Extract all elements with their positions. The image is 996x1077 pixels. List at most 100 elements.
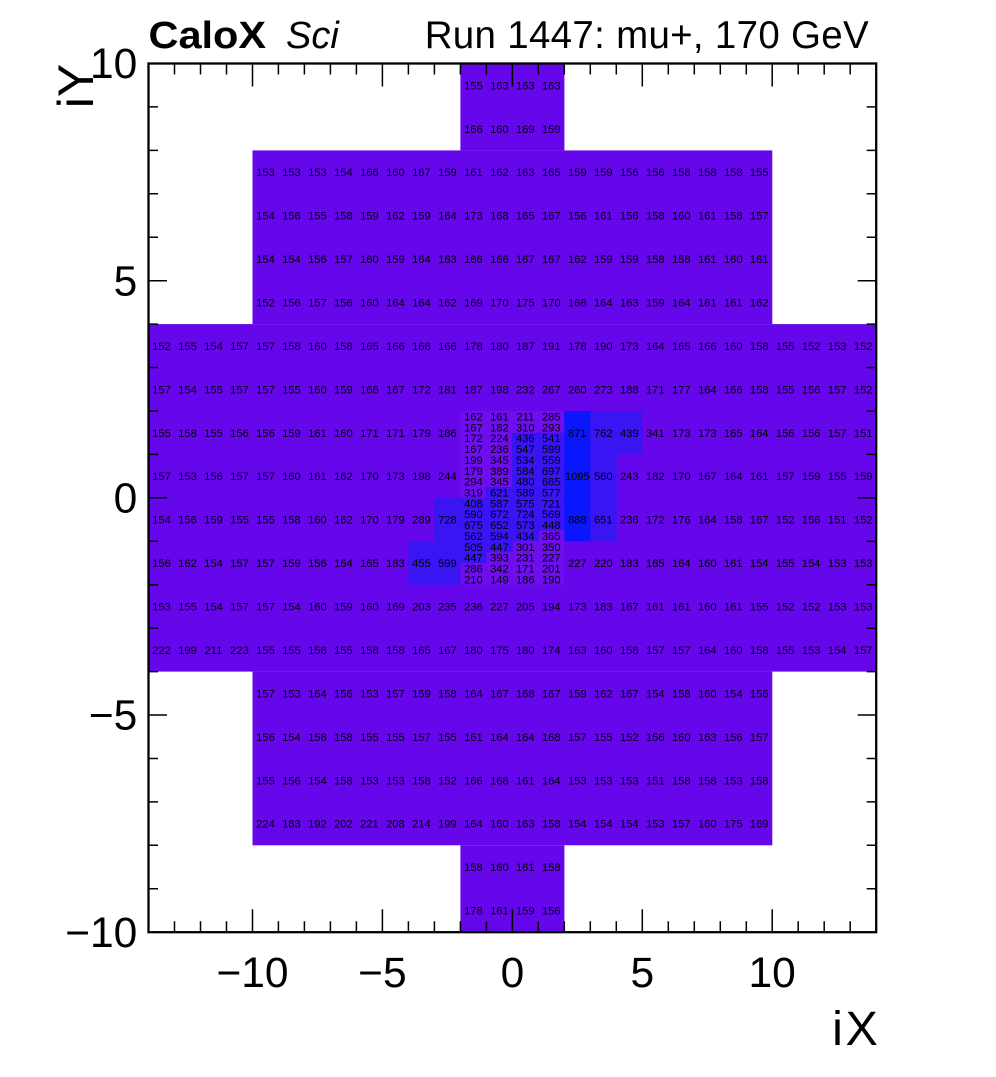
svg-text:158: 158 (750, 645, 769, 657)
svg-text:224: 224 (490, 433, 509, 445)
svg-text:192: 192 (308, 819, 327, 831)
svg-text:152: 152 (776, 515, 795, 527)
svg-text:160: 160 (308, 515, 327, 527)
svg-text:165: 165 (672, 341, 691, 353)
svg-text:188: 188 (620, 384, 639, 396)
svg-text:232: 232 (516, 384, 535, 396)
svg-text:177: 177 (672, 384, 691, 396)
svg-text:173: 173 (386, 471, 405, 483)
svg-text:161: 161 (464, 167, 483, 179)
svg-text:173: 173 (568, 602, 587, 614)
svg-text:158: 158 (672, 167, 691, 179)
svg-text:155: 155 (334, 645, 353, 657)
svg-text:728: 728 (438, 515, 457, 527)
svg-text:159: 159 (438, 167, 457, 179)
svg-text:158: 158 (386, 645, 405, 657)
svg-text:167: 167 (542, 688, 561, 700)
svg-text:155: 155 (282, 384, 301, 396)
svg-text:158: 158 (334, 211, 353, 223)
svg-text:156: 156 (802, 515, 821, 527)
svg-text:164: 164 (646, 341, 665, 353)
svg-text:164: 164 (490, 732, 509, 744)
svg-text:154: 154 (204, 341, 223, 353)
svg-text:159: 159 (204, 515, 223, 527)
svg-text:156: 156 (568, 211, 587, 223)
svg-text:231: 231 (516, 553, 535, 565)
svg-text:157: 157 (256, 602, 275, 614)
svg-text:160: 160 (698, 602, 717, 614)
svg-text:160: 160 (490, 819, 509, 831)
svg-text:182: 182 (490, 422, 509, 434)
svg-text:164: 164 (724, 471, 743, 483)
svg-text:154: 154 (334, 167, 353, 179)
svg-text:180: 180 (516, 645, 535, 657)
svg-text:160: 160 (724, 341, 743, 353)
svg-text:164: 164 (438, 211, 457, 223)
svg-text:154: 154 (282, 602, 301, 614)
svg-text:161: 161 (672, 602, 691, 614)
svg-text:160: 160 (282, 471, 301, 483)
svg-text:157: 157 (776, 471, 795, 483)
svg-text:−5: −5 (89, 693, 137, 740)
svg-text:157: 157 (568, 732, 587, 744)
svg-text:208: 208 (386, 819, 405, 831)
svg-text:167: 167 (542, 254, 561, 266)
svg-text:191: 191 (542, 341, 561, 353)
svg-text:157: 157 (256, 558, 275, 570)
svg-text:573: 573 (516, 520, 535, 532)
svg-text:621: 621 (490, 488, 509, 500)
svg-text:160: 160 (698, 819, 717, 831)
svg-text:5: 5 (114, 258, 138, 305)
svg-text:164: 164 (386, 298, 405, 310)
svg-text:179: 179 (412, 428, 431, 440)
svg-text:158: 158 (672, 254, 691, 266)
svg-text:166: 166 (360, 167, 379, 179)
svg-text:161: 161 (698, 211, 717, 223)
svg-text:171: 171 (386, 428, 405, 440)
svg-text:182: 182 (646, 471, 665, 483)
svg-text:155: 155 (152, 428, 171, 440)
svg-text:162: 162 (438, 298, 457, 310)
svg-text:199: 199 (178, 645, 197, 657)
svg-text:164: 164 (594, 298, 613, 310)
svg-text:166: 166 (386, 341, 405, 353)
svg-text:160: 160 (672, 732, 691, 744)
svg-text:163: 163 (698, 732, 717, 744)
svg-text:159: 159 (282, 558, 301, 570)
svg-text:149: 149 (490, 574, 509, 586)
svg-text:211: 211 (205, 645, 223, 657)
svg-text:221: 221 (360, 819, 379, 831)
svg-text:227: 227 (568, 558, 587, 570)
svg-text:157: 157 (230, 602, 249, 614)
svg-text:161: 161 (646, 602, 665, 614)
svg-text:157: 157 (854, 645, 873, 657)
svg-text:151: 151 (854, 428, 873, 440)
svg-text:170: 170 (360, 471, 379, 483)
svg-text:205: 205 (516, 602, 535, 614)
svg-text:157: 157 (256, 341, 275, 353)
svg-text:157: 157 (334, 254, 353, 266)
svg-text:156: 156 (620, 211, 639, 223)
svg-text:iY: iY (48, 64, 104, 108)
svg-text:159: 159 (802, 471, 821, 483)
svg-text:224: 224 (256, 819, 275, 831)
svg-text:157: 157 (152, 471, 171, 483)
svg-text:156: 156 (776, 428, 795, 440)
svg-text:164: 164 (698, 515, 717, 527)
svg-text:480: 480 (516, 477, 535, 489)
svg-text:172: 172 (646, 515, 665, 527)
svg-text:167: 167 (386, 384, 405, 396)
svg-text:153: 153 (828, 558, 847, 570)
svg-text:CaloX: CaloX (149, 15, 267, 57)
svg-text:448: 448 (542, 520, 561, 532)
svg-text:153: 153 (360, 775, 379, 787)
svg-text:165: 165 (724, 428, 743, 440)
svg-text:157: 157 (750, 732, 769, 744)
svg-text:170: 170 (490, 298, 509, 310)
svg-text:165: 165 (542, 167, 561, 179)
svg-text:273: 273 (594, 384, 613, 396)
svg-text:155: 155 (204, 384, 223, 396)
svg-text:665: 665 (542, 477, 561, 489)
svg-text:236: 236 (464, 602, 483, 614)
svg-text:154: 154 (594, 819, 613, 831)
